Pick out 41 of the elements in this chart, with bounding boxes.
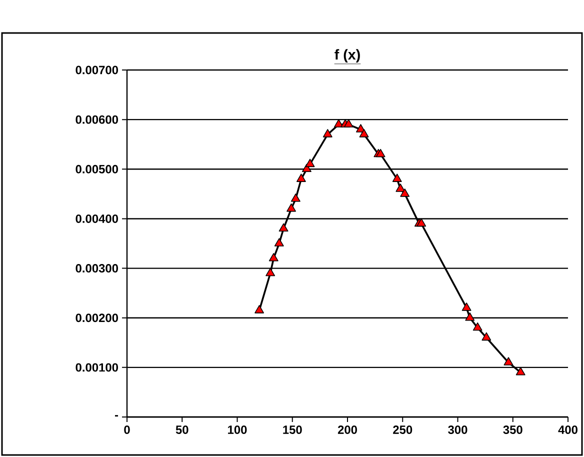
point bbox=[286, 203, 296, 212]
point bbox=[266, 268, 276, 276]
point bbox=[359, 129, 369, 138]
point bbox=[462, 302, 472, 311]
y-tick-label: 0.00500 bbox=[76, 164, 118, 174]
y-tick-label: 0.00700 bbox=[76, 66, 118, 74]
point bbox=[290, 194, 300, 202]
x-tick-label: 400 bbox=[558, 426, 578, 434]
x-tick-label: 250 bbox=[393, 426, 412, 434]
point bbox=[305, 158, 315, 168]
point bbox=[268, 252, 278, 262]
point bbox=[416, 218, 426, 227]
point bbox=[465, 312, 475, 321]
point bbox=[516, 367, 526, 376]
x-tick-label: 100 bbox=[228, 426, 247, 434]
x-tick-label: 50 bbox=[176, 426, 188, 434]
x-tick-label: 350 bbox=[503, 426, 522, 434]
y-tick-label: 0.00300 bbox=[76, 264, 118, 273]
point bbox=[392, 174, 402, 182]
y-tick-label: 0.00400 bbox=[76, 214, 118, 223]
x-tick-label: 0 bbox=[124, 426, 130, 434]
point bbox=[344, 119, 354, 128]
chart-title: f (x) bbox=[334, 49, 360, 63]
point bbox=[482, 332, 492, 341]
x-tick-label: 150 bbox=[283, 426, 302, 434]
y-tick-label: 0.00100 bbox=[76, 363, 118, 372]
point bbox=[400, 188, 410, 197]
point bbox=[322, 129, 332, 138]
y-tick-label: 0.00200 bbox=[76, 314, 118, 322]
point bbox=[296, 174, 306, 182]
point bbox=[334, 119, 344, 128]
point bbox=[254, 305, 264, 314]
x-tick-label: 200 bbox=[338, 426, 357, 434]
x-tick-label: 300 bbox=[448, 426, 468, 434]
point bbox=[472, 322, 482, 331]
point bbox=[274, 238, 284, 246]
y-tick-label: 0.00600 bbox=[76, 115, 118, 124]
point bbox=[396, 184, 406, 192]
y-tick-label: - bbox=[114, 415, 118, 417]
point bbox=[504, 357, 514, 366]
point bbox=[278, 223, 288, 232]
